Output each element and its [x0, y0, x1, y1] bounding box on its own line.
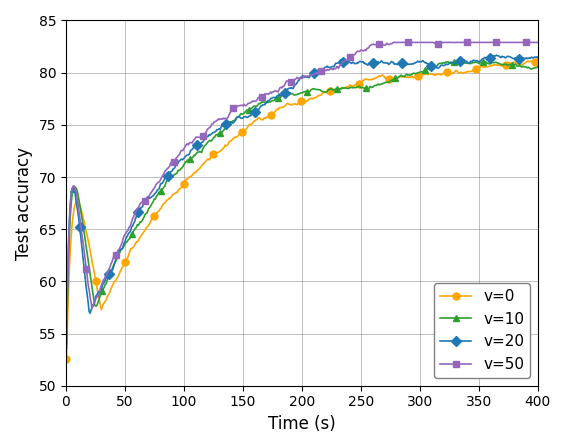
- v=10: [524, 65, 531, 70]
- v=20: [63, 338, 70, 344]
- v=50: [344, 57, 350, 63]
- v=0: [63, 356, 70, 362]
- v=20: [290, 86, 297, 91]
- v=10: [449, 60, 456, 66]
- v=10: [290, 91, 297, 97]
- v=10: [63, 345, 70, 351]
- v=10: [534, 64, 541, 69]
- v=20: [287, 86, 294, 91]
- v=0: [290, 102, 297, 107]
- v=0: [523, 59, 530, 65]
- v=50: [534, 40, 541, 45]
- v=0: [534, 61, 541, 66]
- v=50: [290, 77, 297, 82]
- v=50: [63, 341, 70, 347]
- v=0: [449, 70, 456, 76]
- v=50: [287, 79, 294, 84]
- v=0: [287, 102, 294, 107]
- v=50: [451, 40, 457, 45]
- v=0: [344, 84, 350, 89]
- Legend: v=0, v=10, v=20, v=50: v=0, v=10, v=20, v=50: [434, 283, 530, 378]
- v=20: [493, 52, 500, 58]
- v=10: [456, 59, 463, 65]
- v=20: [524, 56, 531, 61]
- Line: v=20: v=20: [63, 52, 541, 345]
- v=20: [534, 56, 541, 61]
- v=50: [524, 40, 531, 45]
- v=20: [449, 60, 456, 65]
- Line: v=10: v=10: [63, 58, 541, 352]
- v=50: [390, 40, 397, 45]
- Line: v=0: v=0: [63, 58, 541, 362]
- Y-axis label: Test accuracy: Test accuracy: [15, 146, 33, 259]
- Line: v=50: v=50: [63, 39, 541, 347]
- v=10: [344, 86, 350, 91]
- X-axis label: Time (s): Time (s): [268, 415, 336, 433]
- v=0: [318, 92, 325, 97]
- v=20: [344, 61, 350, 67]
- v=0: [524, 59, 531, 64]
- v=50: [318, 68, 325, 73]
- v=10: [287, 90, 294, 96]
- v=20: [318, 67, 325, 72]
- v=10: [318, 88, 325, 94]
